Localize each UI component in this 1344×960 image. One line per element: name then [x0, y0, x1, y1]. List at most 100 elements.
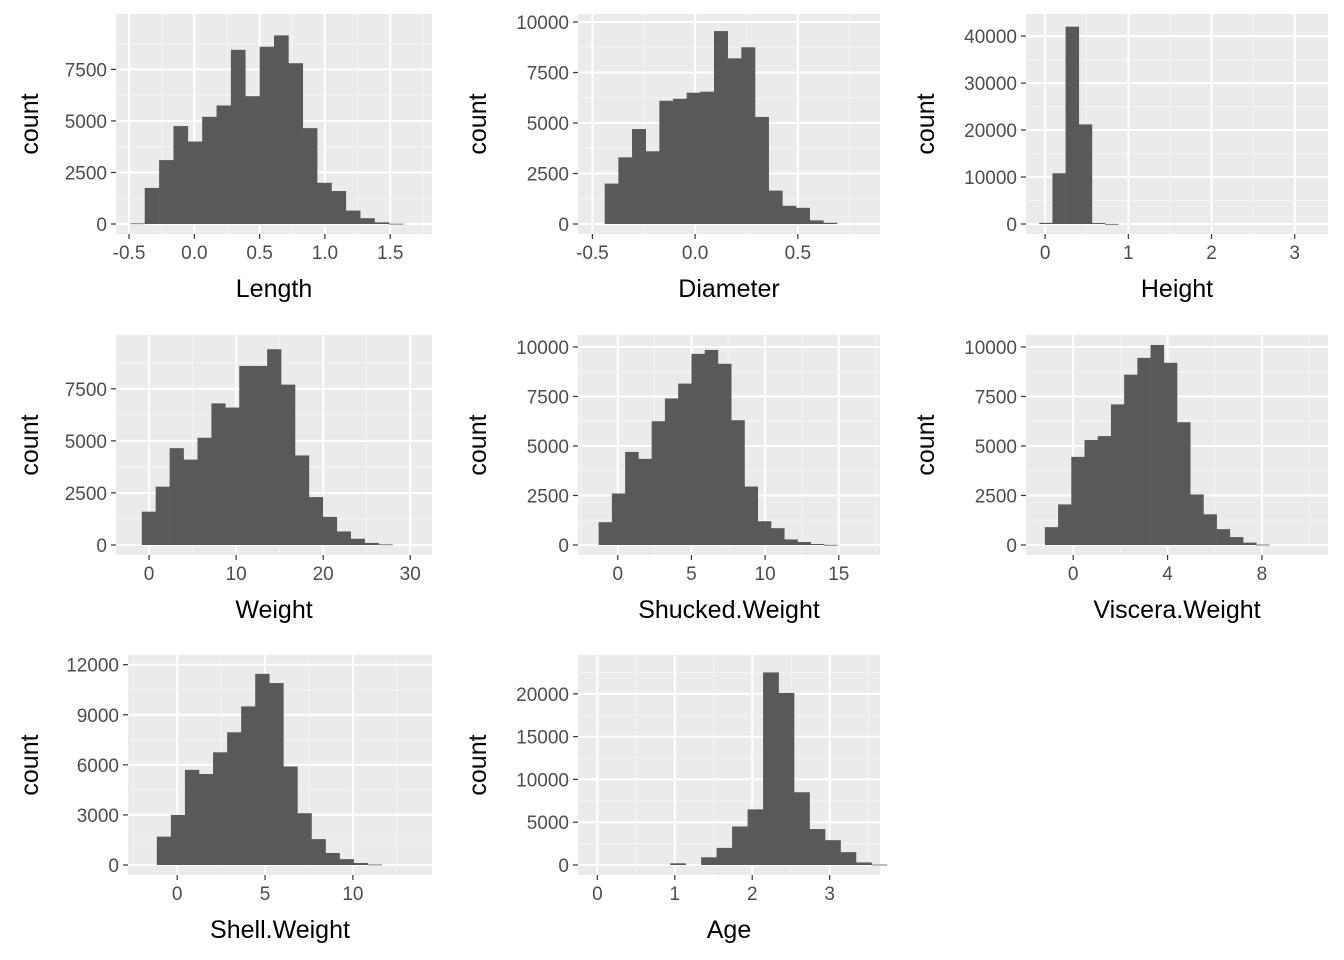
histogram-bar [763, 672, 779, 865]
histogram-bar [1243, 542, 1257, 545]
y-tick-label: 40000 [964, 27, 1017, 48]
y-tick-label: 10000 [516, 770, 569, 791]
histogram-bar [294, 455, 310, 545]
x-tick-label: 0.0 [682, 243, 708, 264]
histogram-bar [360, 218, 375, 224]
histogram-bar [183, 459, 198, 545]
x-axis-title: Viscera.Weight [1093, 596, 1260, 624]
y-axis-title: count [464, 734, 492, 795]
histogram-panel-height: 0 1 2 3 0 10000 20000 30000 40000 Height count [912, 14, 1328, 303]
y-tick-label: 7500 [527, 64, 569, 85]
x-tick-label: -0.5 [113, 243, 146, 264]
histogram-bar [1078, 124, 1093, 224]
histogram-bar [670, 863, 686, 865]
y-tick-label: 20000 [964, 121, 1017, 142]
histogram-bar [768, 190, 783, 224]
y-tick-label: 2500 [65, 484, 107, 505]
histogram-bar [297, 813, 312, 865]
histogram-bar [274, 35, 289, 224]
histogram-bar [230, 49, 246, 224]
histogram-bar [809, 220, 824, 224]
x-tick-label: 4 [1162, 564, 1173, 585]
y-tick-label: 10000 [516, 338, 569, 359]
histogram-bar [1044, 527, 1059, 545]
x-tick-label: 1 [1123, 243, 1134, 264]
histogram-bar [1084, 440, 1099, 545]
histogram-bar [784, 539, 798, 545]
histogram-bar [757, 521, 772, 545]
histogram-bar [1229, 537, 1244, 545]
histogram-bar [253, 365, 268, 545]
x-tick-label: 0.0 [181, 243, 207, 264]
histogram-bar [216, 105, 232, 224]
y-axis-title: count [16, 93, 44, 154]
histogram-bar [353, 862, 368, 865]
histogram-bar [156, 836, 172, 865]
x-tick-label: 1.5 [377, 243, 403, 264]
histogram-bar [840, 852, 857, 865]
histogram-bar [1110, 404, 1125, 545]
histogram-bar [731, 420, 745, 545]
histogram-panel-age: 0 1 2 3 0 5000 10000 15000 20000 Age count [464, 655, 888, 944]
histogram-bar [227, 732, 242, 865]
x-tick-label: 1 [670, 884, 681, 905]
histogram-bar [778, 692, 795, 865]
histogram-bar [625, 451, 639, 545]
y-tick-label: 7500 [65, 60, 107, 81]
y-tick-label: 12000 [66, 656, 119, 677]
histogram-bar [1137, 357, 1151, 545]
x-tick-label: 0 [1068, 564, 1079, 585]
x-tick-label: 0.5 [785, 243, 811, 264]
histogram-bar [701, 857, 717, 865]
histogram-bar [795, 207, 810, 224]
histogram-bar [1058, 504, 1072, 545]
histogram-bar [325, 852, 340, 865]
histogram-bar [782, 205, 797, 224]
y-tick-label: 20000 [516, 685, 569, 706]
x-axis-title: Diameter [678, 275, 779, 303]
histogram-bar [1105, 223, 1119, 225]
histogram-bar [322, 516, 338, 545]
x-axis-title: Weight [235, 596, 312, 624]
y-tick-label: 3000 [77, 806, 119, 827]
y-tick-label: 10000 [964, 338, 1017, 359]
y-tick-label: 10000 [516, 13, 569, 34]
histogram-bar [364, 542, 379, 545]
histogram-bar [855, 862, 872, 865]
x-tick-label: 10 [342, 884, 363, 905]
y-tick-label: 2500 [975, 486, 1017, 507]
x-tick-label: 10 [755, 564, 776, 585]
histogram-bar [744, 486, 759, 545]
histogram-bar [269, 683, 284, 865]
y-tick-label: 0 [108, 856, 119, 877]
x-axis-title: Height [1141, 275, 1213, 303]
histogram-bar [714, 31, 728, 225]
histogram-bar [824, 544, 838, 546]
histogram-bar [1216, 529, 1231, 545]
histogram-panel-length: -0.5 0.0 0.5 1.0 1.5 0 2500 5000 7500 Length count [16, 14, 432, 303]
histogram-bar [1203, 514, 1217, 545]
histogram-bar [716, 847, 733, 865]
y-tick-label: 0 [558, 215, 569, 236]
histogram-bar [686, 92, 701, 224]
histogram-bar [241, 706, 256, 865]
histogram-bar [198, 774, 214, 865]
histogram-bar [691, 353, 705, 545]
x-tick-label: 0 [172, 884, 183, 905]
histogram-panel-viscera-weight: 0 4 8 0 2500 5000 7500 10000 Viscera.Weight count [912, 335, 1328, 624]
y-tick-label: 9000 [77, 706, 119, 727]
histogram-bar [141, 511, 156, 545]
histogram-bar [700, 91, 715, 224]
histogram-bar [1097, 436, 1112, 545]
histogram-bar [388, 223, 404, 225]
x-tick-label: 15 [828, 564, 849, 585]
histogram-bar [825, 840, 841, 865]
histogram-bar [288, 63, 304, 225]
histogram-bar [717, 363, 732, 545]
x-tick-label: 0 [592, 884, 603, 905]
histogram-bar [618, 157, 633, 224]
histogram-panel-diameter: -0.5 0.0 0.5 0 2500 5000 7500 10000 Diameter coun… [464, 13, 880, 303]
histogram-bar [159, 160, 174, 224]
histogram-bar [281, 384, 296, 545]
